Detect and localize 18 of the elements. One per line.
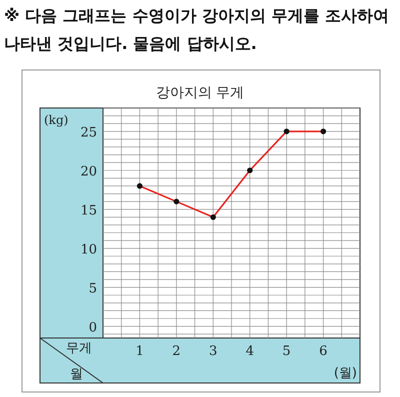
text: ※ 다음 그래프는 수영이가 강아지의 무게를 조사하여 나타낸 것입니다. 물음에 답하시오. bbox=[4, 5, 390, 55]
y-tick-label: 10 bbox=[80, 242, 97, 258]
y-tick-label: 20 bbox=[80, 164, 97, 180]
text: 월 bbox=[70, 367, 83, 382]
y-axis-title: (kg) bbox=[44, 113, 68, 127]
y-tick-label: 15 bbox=[80, 203, 97, 218]
y-tick-label: 5 bbox=[88, 281, 97, 296]
x-tick-label: 6 bbox=[319, 344, 328, 359]
x-tick-label: 4 bbox=[246, 344, 254, 359]
x-axis-title: (월) bbox=[334, 366, 357, 381]
y-tick-label: 25 bbox=[80, 125, 97, 140]
text: 무게 bbox=[66, 341, 92, 356]
x-tick-label: 2 bbox=[172, 344, 181, 359]
x-tick-label: 5 bbox=[282, 344, 291, 359]
x-tick-label: 1 bbox=[136, 344, 144, 359]
chart-title: 강아지의 무게 bbox=[156, 85, 244, 101]
x-tick-label: 3 bbox=[209, 344, 218, 359]
y-tick-label: 0 bbox=[88, 320, 97, 336]
